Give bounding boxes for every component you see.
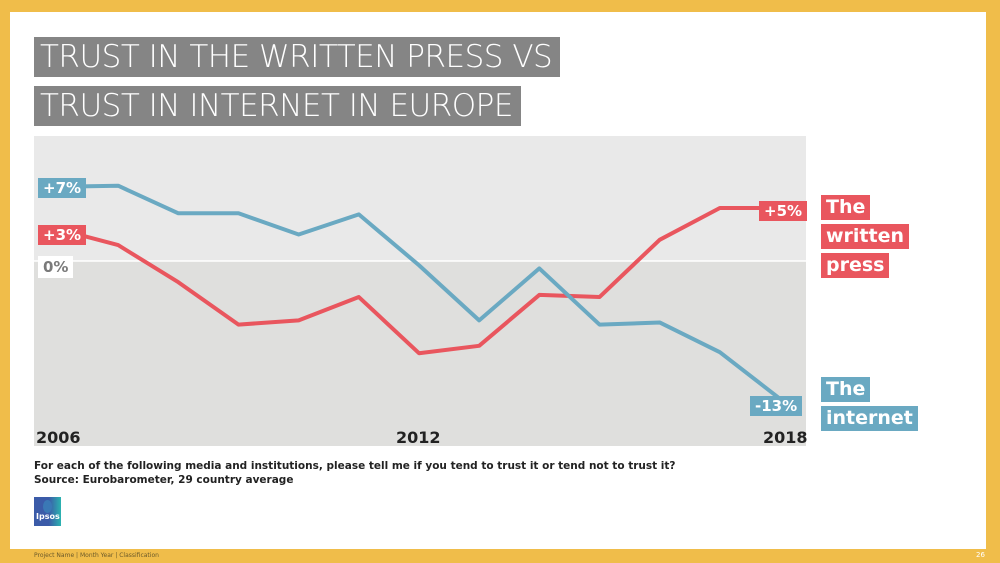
title-line-2: TRUST IN INTERNET IN EUROPE [34,86,521,126]
press-start-label: +3% [38,225,87,245]
legend-internet-line2: internet [821,406,918,431]
page-number: 26 [976,551,985,559]
legend-internet-line1: The [821,377,871,402]
x-tick-2006: 2006 [36,428,81,447]
press-end-label: +5% [759,201,808,221]
legend-press-line3: press [821,253,890,278]
x-tick-2012: 2012 [396,428,441,447]
ipsos-logo: Ipsos [34,497,61,526]
footer-text: Project Name | Month Year | Classificati… [34,552,159,559]
internet-start-label: +7% [38,178,87,198]
zero-label: 0% [38,256,74,278]
plot-bg-positive [34,136,806,261]
title-line-1: TRUST IN THE WRITTEN PRESS VS [34,37,561,77]
source-note: Source: Eurobarometer, 29 country averag… [34,474,294,486]
x-tick-2018: 2018 [763,428,808,447]
internet-end-label: -13% [750,396,803,416]
logo-mark-icon [43,500,52,513]
legend-press-line1: The [821,195,871,220]
logo-text: Ipsos [36,512,60,521]
legend-press-line2: written [821,224,910,249]
survey-question: For each of the following media and inst… [34,460,676,472]
